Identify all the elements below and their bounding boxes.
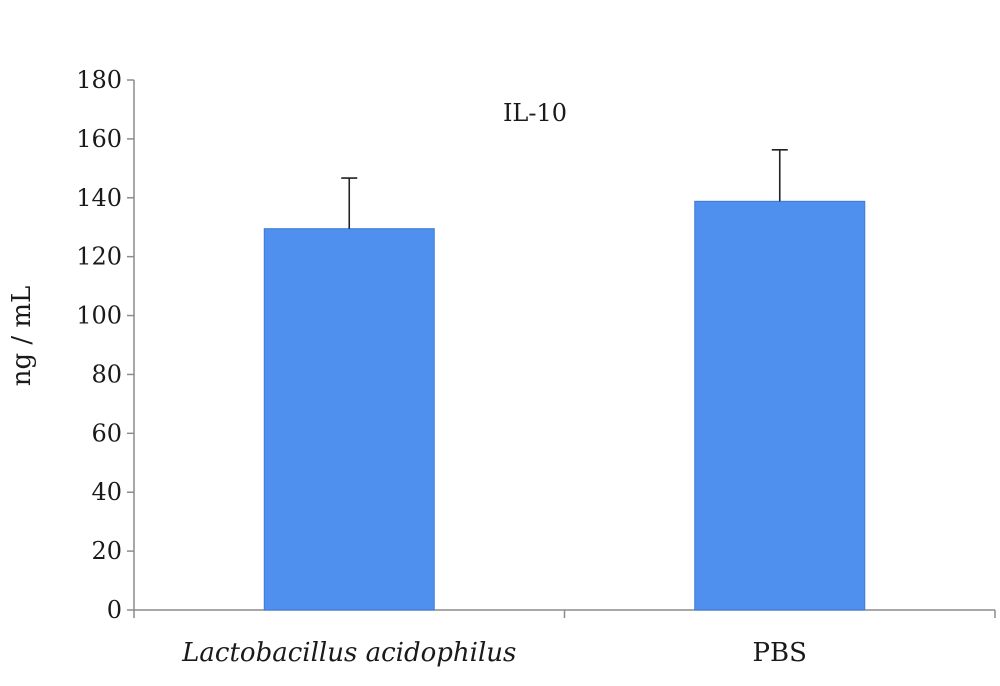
x-category-label: PBS (753, 638, 807, 668)
y-axis-title: ng / mL (7, 286, 37, 387)
y-tick-label: 140 (76, 184, 122, 212)
bar (694, 200, 866, 611)
y-tick-label: 160 (76, 125, 122, 153)
bar (263, 228, 435, 611)
chart-title: IL-10 (503, 99, 567, 127)
labels: 0 20 40 60 80 100 120 140 160 180 Lactobacillus ac… (76, 66, 807, 668)
x-category-label: Lactobacillus acidophilus (181, 638, 516, 668)
y-tick-label: 100 (76, 302, 122, 330)
y-tick-label: 60 (91, 419, 122, 447)
error-bars (341, 148, 788, 229)
y-tick-label: 20 (91, 537, 122, 565)
y-tick-label: 120 (76, 243, 122, 271)
bars (263, 200, 866, 611)
y-tick-label: 80 (91, 360, 122, 388)
y-tick-label: 40 (91, 478, 122, 506)
y-tick-label: 0 (107, 596, 122, 624)
y-tick-label: 180 (76, 66, 122, 94)
